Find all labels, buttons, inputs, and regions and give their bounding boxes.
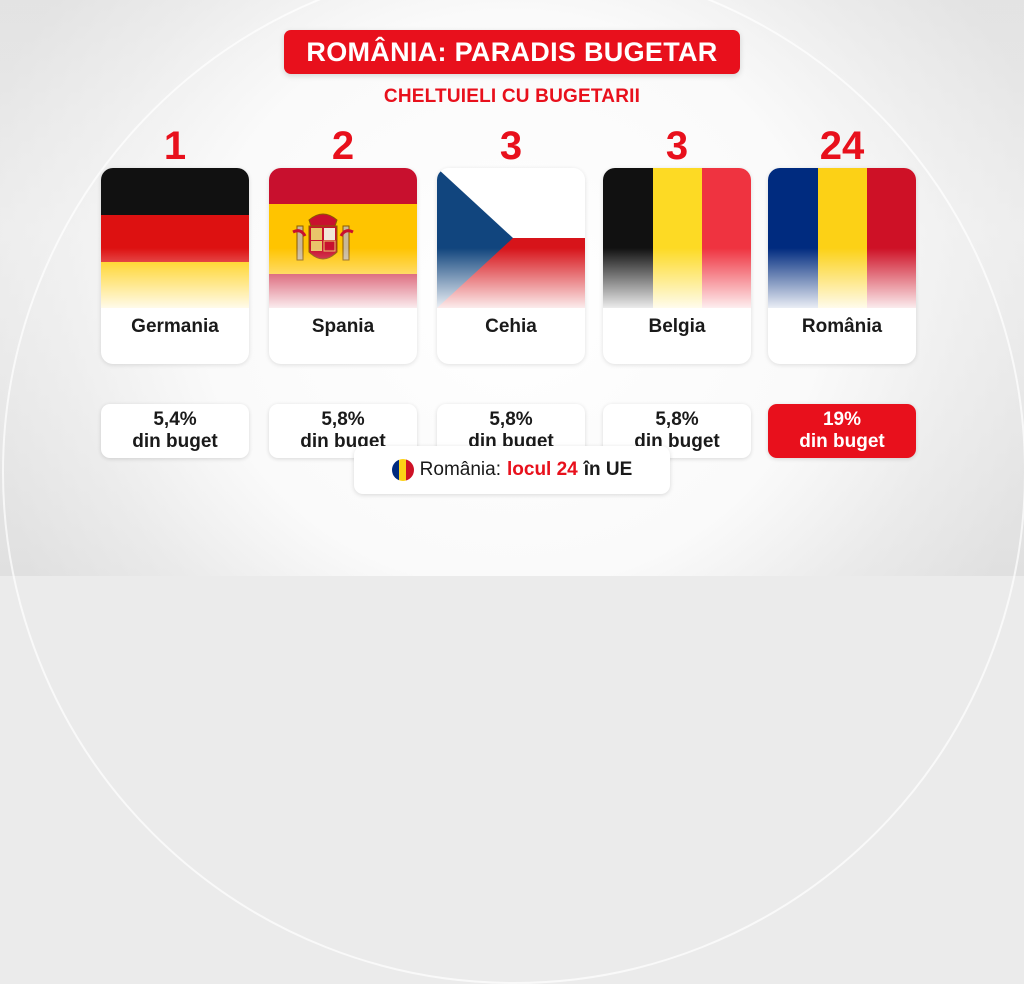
- value-badge: 5,4% din buget: [101, 404, 249, 458]
- rank-number: 1: [163, 124, 187, 168]
- country-column-czechia: 3 Cehia 5,8% din buget: [437, 124, 585, 458]
- country-name: Belgia: [648, 316, 706, 337]
- page-subtitle: CHELTUIELI CU BUGETARII: [383, 86, 641, 107]
- country-card: Belgia: [603, 168, 751, 364]
- rank-number: 3: [665, 124, 689, 168]
- value-percent: 5,8%: [489, 409, 533, 430]
- value-badge-highlighted: 19% din buget: [768, 404, 916, 458]
- country-card: România: [768, 168, 916, 364]
- value-percent: 5,8%: [655, 409, 699, 430]
- ranking-summary-box: România: locul 24 în UE: [354, 446, 670, 494]
- romania-flag-dot-icon: [391, 459, 414, 481]
- summary-highlight: locul 24: [507, 459, 578, 480]
- country-column-spain: 2 Spania 5,8% din buget: [269, 124, 417, 458]
- country-name: Germania: [131, 316, 219, 337]
- page-title: ROMÂNIA: PARADIS BUGETAR: [284, 30, 740, 74]
- country-name: Spania: [311, 316, 375, 337]
- country-card: Spania: [269, 168, 417, 364]
- country-card: Cehia: [437, 168, 585, 364]
- summary-suffix: în UE: [583, 459, 633, 480]
- value-percent: 5,4%: [153, 409, 197, 430]
- value-percent: 5,8%: [321, 409, 365, 430]
- rank-number: 2: [331, 124, 355, 168]
- country-column-germany: 1 Germania 5,4% din buget: [101, 124, 249, 458]
- country-column-romania: 24 România 19% din buget: [768, 124, 916, 458]
- country-name: România: [801, 316, 883, 337]
- country-column-belgium: 3 Belgia 5,8% din buget: [603, 124, 751, 458]
- value-percent: 19%: [822, 409, 862, 430]
- rank-number: 24: [819, 124, 865, 168]
- country-name: Cehia: [485, 316, 537, 337]
- value-caption: din buget: [132, 431, 218, 452]
- rank-number: 3: [499, 124, 523, 168]
- summary-prefix: România:: [419, 459, 501, 480]
- country-card: Germania: [101, 168, 249, 364]
- value-caption: din buget: [799, 431, 885, 452]
